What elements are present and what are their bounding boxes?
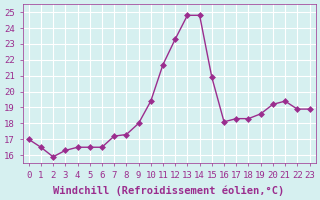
X-axis label: Windchill (Refroidissement éolien,°C): Windchill (Refroidissement éolien,°C) bbox=[53, 185, 285, 196]
